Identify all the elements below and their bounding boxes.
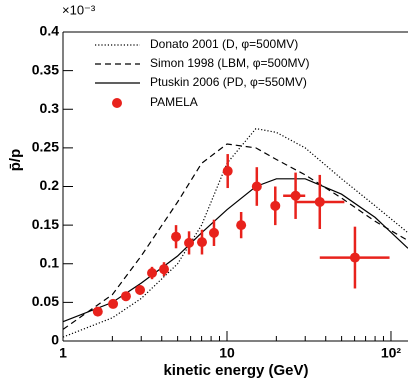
data-point	[270, 200, 281, 211]
y-multiplier: ×10⁻³	[62, 2, 96, 17]
y-tick-label: 0.1	[40, 254, 60, 270]
data-point	[135, 285, 146, 296]
data-point	[92, 306, 103, 317]
legend-label: Donato 2001 (D, φ=500MV)	[150, 37, 298, 51]
y-tick-label: 0.3	[40, 100, 60, 116]
y-tick-label: 0.2	[40, 177, 60, 193]
legend-label: PAMELA	[150, 95, 198, 109]
model-curve	[62, 178, 408, 323]
y-tick-label: 0	[51, 332, 59, 348]
data-point	[196, 237, 207, 248]
y-tick-label: 0.15	[32, 216, 59, 232]
y-tick-label: 0.4	[40, 23, 60, 39]
legend-label: Simon 1998 (LBM, φ=500MV)	[150, 56, 310, 70]
x-tick-label: 10²	[381, 345, 402, 361]
data-point	[159, 264, 170, 275]
data-point	[120, 291, 131, 302]
data-point	[349, 252, 360, 263]
data-point	[222, 166, 233, 177]
x-tick-label: 10	[219, 345, 235, 361]
data-point	[251, 181, 262, 192]
y-tick-label: 0.35	[32, 61, 59, 77]
data-point	[208, 227, 219, 238]
data-point	[171, 231, 182, 242]
x-tick-label: 1	[59, 345, 67, 361]
data-point	[290, 190, 301, 201]
data-point	[184, 237, 195, 248]
data-point	[147, 268, 158, 279]
legend-swatch	[112, 98, 122, 108]
legend-label: Ptuskin 2006 (PD, φ=550MV)	[150, 75, 307, 89]
y-axis-label: p̄/p	[7, 149, 24, 172]
data-point	[108, 298, 119, 309]
data-point	[236, 220, 247, 231]
y-tick-label: 0.25	[32, 139, 59, 155]
x-axis-label: kinetic energy (GeV)	[163, 362, 308, 379]
model-curve	[62, 143, 408, 330]
data-point	[314, 196, 325, 207]
y-tick-label: 0.05	[32, 293, 59, 309]
